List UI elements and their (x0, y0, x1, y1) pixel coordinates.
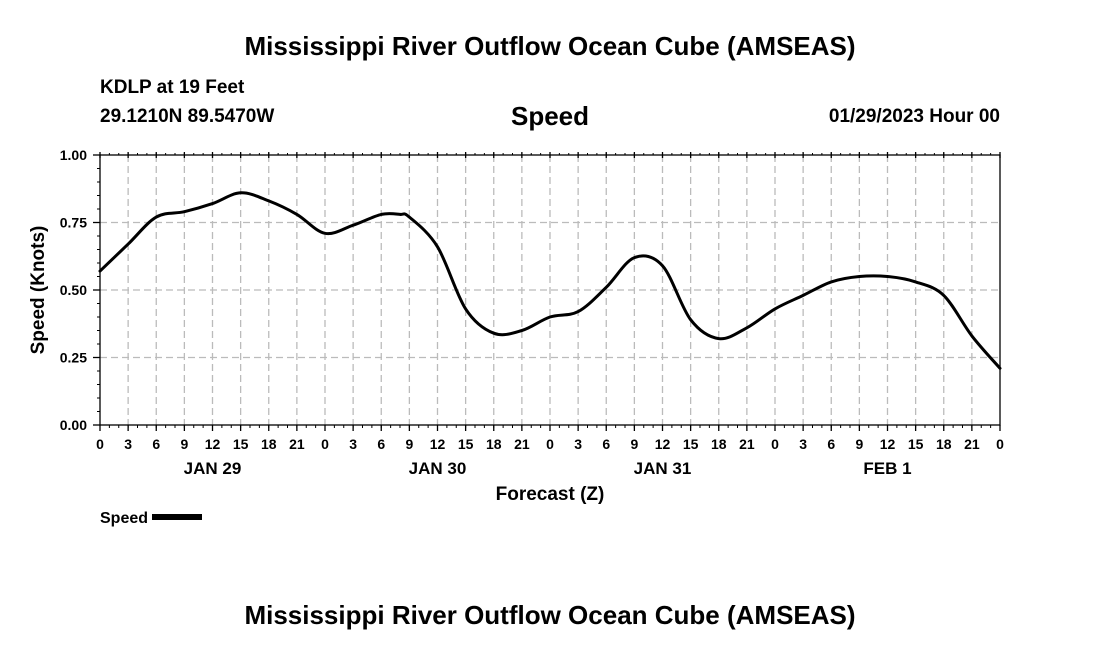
x-tick-label: 0 (546, 436, 554, 452)
x-tick-label: 0 (321, 436, 329, 452)
x-tick-label: 12 (880, 436, 896, 452)
y-tick-label: 1.00 (60, 147, 87, 163)
x-tick-label: 9 (855, 436, 863, 452)
grid (100, 155, 1000, 425)
x-tick-label: 6 (377, 436, 385, 452)
x-tick-label: 18 (936, 436, 952, 452)
x-tick-label: 18 (486, 436, 502, 452)
station-coordinates: 29.1210N 89.5470W (100, 106, 275, 127)
x-tick-label: 6 (827, 436, 835, 452)
chart-main-title: Mississippi River Outflow Ocean Cube (AM… (244, 31, 856, 61)
x-tick-label: 12 (655, 436, 671, 452)
x-tick-label: 3 (799, 436, 807, 452)
legend-line-swatch (152, 514, 203, 521)
y-axis-title: Speed (Knots) (28, 226, 49, 355)
x-tick-label: 12 (205, 436, 221, 452)
x-tick-label: 6 (152, 436, 160, 452)
x-axis-title: Forecast (Z) (496, 484, 605, 505)
x-tick-label: 3 (349, 436, 357, 452)
x-tick-label: 0 (996, 436, 1004, 452)
forecast-datetime: 01/29/2023 Hour 00 (828, 106, 1000, 127)
speed-series-line (98, 191, 1002, 370)
x-tick-label: 3 (124, 436, 132, 452)
y-tick-label: 0.25 (60, 350, 87, 366)
y-tick-label: 0.50 (60, 282, 87, 298)
day-label: JAN 30 (409, 459, 467, 478)
x-tick-label: 21 (964, 436, 980, 452)
x-tick-label: 21 (739, 436, 755, 452)
x-tick-label: 18 (261, 436, 277, 452)
y-tick-labels: 0.00 0.25 0.50 0.75 1.00 (60, 147, 87, 433)
x-tick-label: 9 (405, 436, 413, 452)
x-tick-label: 9 (630, 436, 638, 452)
x-tick-label: 15 (683, 436, 699, 452)
x-tick-label: 21 (289, 436, 305, 452)
x-tick-label: 0 (96, 436, 104, 452)
repeated-chart-title: Mississippi River Outflow Ocean Cube (AM… (244, 600, 856, 630)
x-tick-label: 15 (233, 436, 249, 452)
x-tick-label: 15 (908, 436, 924, 452)
legend-label: Speed (100, 510, 149, 527)
chart-subtitle: Speed (510, 101, 590, 131)
legend: Speed (100, 510, 203, 528)
day-labels: JAN 29 JAN 30 JAN 31 FEB 1 (184, 459, 912, 478)
axis-ticks (93, 152, 1001, 431)
x-tick-label: 3 (574, 436, 582, 452)
y-tick-label: 0.75 (60, 215, 87, 231)
x-tick-labels: 0 3 6 9 12 15 18 21 0 3 6 9 12 15 18 21 0 3 6 9 12 15 18 21 0 3 6 9… (96, 436, 1004, 452)
x-tick-label: 9 (180, 436, 188, 452)
station-label: KDLP at 19 Feet (100, 77, 245, 98)
x-tick-label: 15 (458, 436, 474, 452)
y-tick-label: 0.00 (60, 417, 87, 433)
day-label: JAN 29 (184, 459, 242, 478)
x-tick-label: 18 (711, 436, 727, 452)
x-tick-label: 0 (771, 436, 779, 452)
day-label: JAN 31 (634, 459, 692, 478)
day-label: FEB 1 (863, 459, 911, 478)
x-tick-label: 21 (514, 436, 530, 452)
x-tick-label: 6 (602, 436, 610, 452)
x-tick-label: 12 (430, 436, 446, 452)
